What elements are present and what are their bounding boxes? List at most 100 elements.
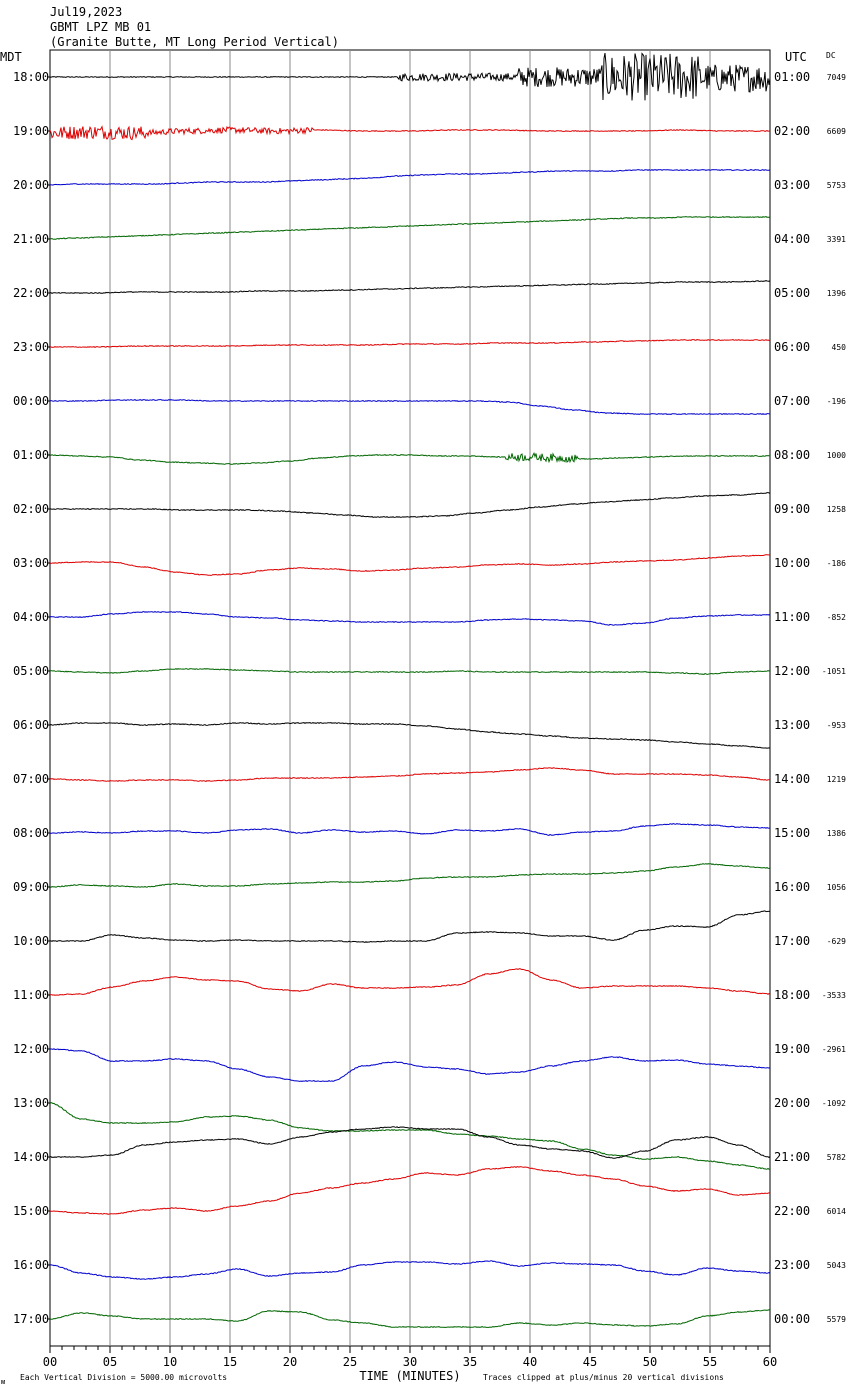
x-tick-label: 20 (283, 1355, 297, 1369)
trace-line (49, 338, 771, 348)
utc-hour-label: 21:00 (774, 1150, 810, 1164)
left-axis-label: MDT (0, 50, 22, 64)
dc-offset-label: -186 (827, 559, 846, 568)
dc-offset-label: -1092 (822, 1099, 846, 1108)
x-tick-label: 00 (43, 1355, 57, 1369)
trace-line (49, 611, 771, 626)
trace-line (49, 452, 771, 465)
dc-offset-label: 1219 (827, 775, 846, 784)
x-tick-label: 05 (103, 1355, 117, 1369)
utc-hour-label: 20:00 (774, 1096, 810, 1110)
mdt-hour-label: 03:00 (13, 556, 49, 570)
utc-hour-label: 17:00 (774, 934, 810, 948)
trace-line (49, 1126, 771, 1159)
trace-line (49, 863, 771, 888)
mdt-hour-label: 06:00 (13, 718, 49, 732)
seismic-traces (49, 52, 771, 1329)
mdt-hour-label: 11:00 (13, 988, 49, 1002)
mdt-hour-label: 19:00 (13, 124, 49, 138)
mdt-hour-label: 20:00 (13, 178, 49, 192)
x-tick-label: 15 (223, 1355, 237, 1369)
station-label: GBMT LPZ MB 01 (50, 20, 151, 34)
corner-mark: ᴍ (1, 1378, 5, 1386)
dc-offset-label: 450 (832, 343, 847, 352)
mdt-hour-label: 18:00 (13, 70, 49, 84)
dc-offset-label: 5782 (827, 1153, 846, 1162)
mdt-hour-label: 17:00 (13, 1312, 49, 1326)
mdt-hour-label: 00:00 (13, 394, 49, 408)
mdt-hour-label: 01:00 (13, 448, 49, 462)
clip-note: Traces clipped at plus/minus 20 vertical… (483, 1373, 724, 1382)
x-tick-label: 25 (343, 1355, 357, 1369)
trace-line (49, 1260, 771, 1280)
mdt-hour-label: 04:00 (13, 610, 49, 624)
dc-offset-label: -3533 (822, 991, 846, 1000)
mdt-hour-label: 22:00 (13, 286, 49, 300)
utc-hour-label: 02:00 (774, 124, 810, 138)
utc-hour-label: 03:00 (774, 178, 810, 192)
dc-offset-label: 6014 (827, 1207, 846, 1216)
utc-hour-label: 19:00 (774, 1042, 810, 1056)
x-tick-label: 60 (763, 1355, 777, 1369)
utc-hour-label: 16:00 (774, 880, 810, 894)
station-description: (Granite Butte, MT Long Period Vertical) (50, 35, 339, 49)
trace-line (49, 215, 771, 240)
utc-hour-label: 22:00 (774, 1204, 810, 1218)
utc-hour-label: 23:00 (774, 1258, 810, 1272)
trace-line (49, 399, 771, 415)
scale-note: Each Vertical Division = 5000.00 microvo… (20, 1373, 227, 1382)
utc-hour-label: 04:00 (774, 232, 810, 246)
vertical-gridlines (109, 50, 711, 1346)
date-label: Jul19,2023 (50, 5, 122, 19)
utc-hour-label: 11:00 (774, 610, 810, 624)
utc-hour-label: 10:00 (774, 556, 810, 570)
dc-offset-label: -953 (827, 721, 846, 730)
trace-line (49, 823, 770, 836)
x-axis-title: TIME (MINUTES) (359, 1369, 460, 1383)
trace-line (49, 1048, 771, 1082)
dc-offset-label: 5579 (827, 1315, 846, 1324)
dc-offset-label: -629 (827, 937, 846, 946)
trace-line (49, 168, 771, 186)
x-tick-label: 10 (163, 1355, 177, 1369)
x-tick-label: 45 (583, 1355, 597, 1369)
mdt-hour-label: 16:00 (13, 1258, 49, 1272)
mdt-hour-label: 23:00 (13, 340, 49, 354)
x-tick-label: 55 (703, 1355, 717, 1369)
trace-line (49, 492, 771, 518)
mdt-hour-label: 10:00 (13, 934, 49, 948)
trace-line (49, 968, 771, 996)
trace-line (49, 1309, 771, 1329)
dc-offset-label: -2961 (822, 1045, 846, 1054)
trace-line (49, 52, 771, 101)
trace-line (49, 910, 771, 943)
trace-line (49, 767, 771, 783)
dc-offset-label: 6609 (827, 127, 846, 136)
utc-hour-label: 14:00 (774, 772, 810, 786)
utc-hour-label: 07:00 (774, 394, 810, 408)
dc-offset-label: 1258 (827, 505, 846, 514)
mdt-hour-label: 14:00 (13, 1150, 49, 1164)
mdt-hour-label: 12:00 (13, 1042, 49, 1056)
dc-offset-label: 1396 (827, 289, 846, 298)
x-tick-label: 40 (523, 1355, 537, 1369)
utc-hour-labels: 01:00 02:00 03:00 04:00 05:00 06:00 07:00 08:00… (774, 70, 810, 1326)
dc-offset-label: 1386 (827, 829, 846, 838)
dc-offset-label: 5043 (827, 1261, 846, 1270)
trace-line (49, 667, 771, 675)
utc-hour-label: 18:00 (774, 988, 810, 1002)
mdt-hour-label: 13:00 (13, 1096, 49, 1110)
utc-hour-label: 00:00 (774, 1312, 810, 1326)
dc-offset-label: 1056 (827, 883, 846, 892)
trace-line (49, 125, 771, 141)
mdt-hour-labels: 18:00 19:00 20:00 21:00 22:00 23:00 00:00 01:00… (13, 70, 50, 1326)
dc-offset-label: 7049 (827, 73, 846, 82)
trace-line (49, 1102, 770, 1170)
dc-offset-labels: 7049 6609 5753 3391 1396 450 -196 1000 1258 -186 -… (822, 73, 846, 1324)
utc-hour-label: 09:00 (774, 502, 810, 516)
dc-offset-label: 1000 (827, 451, 846, 460)
utc-hour-label: 08:00 (774, 448, 810, 462)
mdt-hour-label: 15:00 (13, 1204, 49, 1218)
mdt-hour-label: 08:00 (13, 826, 49, 840)
